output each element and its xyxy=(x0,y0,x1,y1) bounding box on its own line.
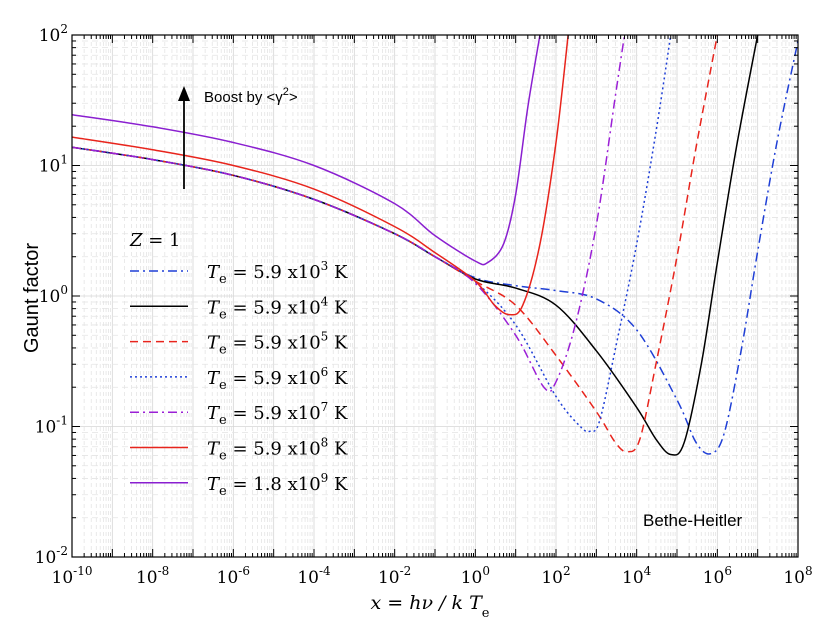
x-tick-label: 108 xyxy=(783,564,812,588)
y-tick-label: 100 xyxy=(39,283,68,307)
series-lines xyxy=(72,35,798,456)
boost-prefix: Boost by <γ xyxy=(204,89,283,106)
series-line-7 xyxy=(72,35,541,266)
legend-label-4: Te = 5.9 x106 K xyxy=(207,365,348,393)
legend-label-3: Te = 5.9 x105 K xyxy=(207,330,348,358)
legend-label-6: Te = 5.9 x108 K xyxy=(207,436,348,464)
legend: Z = 1 Te = 5.9 x103 K Te = 5.9 x104 K Te =… xyxy=(129,230,348,499)
annotations: Boost by <γ2> Bethe-Heitler xyxy=(178,86,743,530)
x-tick-label: 106 xyxy=(703,564,732,588)
boost-sup: 2 xyxy=(283,86,289,98)
x-tick-label: 102 xyxy=(541,564,570,588)
legend-label-1: Te = 5.9 x103 K xyxy=(207,259,348,287)
x-tick-label: 10-8 xyxy=(136,564,169,588)
series-line-6 xyxy=(72,35,569,316)
x-tick-label: 10-4 xyxy=(297,564,331,588)
x-tick-label: 104 xyxy=(622,564,652,588)
y-tick-label: 10-2 xyxy=(35,544,68,568)
boost-annotation: Boost by <γ2> xyxy=(204,86,298,106)
series-line-3 xyxy=(72,35,719,453)
y-tick-label: 10-1 xyxy=(35,414,68,438)
legend-label-5: Te = 5.9 x107 K xyxy=(207,400,348,428)
grid-lines xyxy=(71,35,798,558)
y-tick-label: 101 xyxy=(39,153,68,177)
x-axis-title-subscript: e xyxy=(482,606,490,621)
boost-arrow-head xyxy=(178,86,190,101)
series-line-2 xyxy=(72,35,759,456)
legend-label-7: Te = 1.8 x109 K xyxy=(207,471,348,499)
legend-header-symbol: Z xyxy=(129,230,143,251)
legend-header: Z = 1 xyxy=(129,230,181,251)
x-tick-label: 100 xyxy=(461,564,490,588)
x-tick-label: 10-10 xyxy=(52,564,93,588)
x-tick-labels: 10-10 10-8 10-6 10-4 10-2 100 102 104 106 108 xyxy=(52,564,813,588)
y-tick-label: 102 xyxy=(39,22,68,46)
legend-header-text: = 1 xyxy=(143,230,181,251)
boost-suffix: > xyxy=(289,89,298,106)
tick-marks xyxy=(71,35,798,558)
bethe-heitler-label: Bethe-Heitler xyxy=(643,511,743,530)
legend-label-2: Te = 5.9 x104 K xyxy=(207,294,348,322)
y-axis-title: Gaunt factor xyxy=(21,243,43,353)
y-tick-labels: 10-2 10-1 100 101 102 xyxy=(35,22,68,568)
x-tick-label: 10-6 xyxy=(217,564,250,588)
x-tick-label: 10-2 xyxy=(378,564,411,588)
